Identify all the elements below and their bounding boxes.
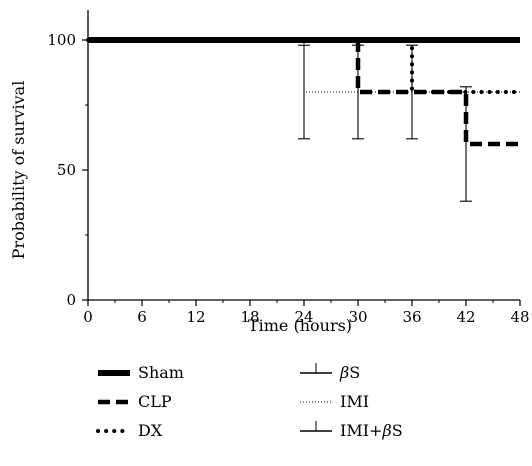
- y-tick-label: 50: [57, 161, 76, 179]
- x-tick-label: 12: [186, 308, 205, 326]
- legend-label-italic: β: [381, 421, 391, 440]
- legend-label: Sham: [138, 363, 184, 382]
- x-tick-label: 42: [456, 308, 475, 326]
- y-axis-label: Probability of survival: [9, 81, 28, 260]
- legend-label: IMI+βS: [340, 421, 403, 440]
- x-tick-label: 48: [510, 308, 529, 326]
- x-tick-label: 0: [83, 308, 93, 326]
- legend-label: βS: [339, 363, 360, 382]
- x-axis-label: Time (hours): [248, 316, 352, 335]
- legend-label-text: S: [392, 421, 403, 440]
- legend-label-text: S: [349, 363, 360, 382]
- legend-label: IMI: [340, 392, 369, 411]
- x-tick-label: 6: [137, 308, 147, 326]
- error-bars: [298, 44, 472, 202]
- x-tick-label: 30: [348, 308, 367, 326]
- legend-label-text: IMI+: [340, 421, 382, 440]
- legend-label: CLP: [138, 392, 172, 411]
- legend-label: DX: [138, 421, 163, 440]
- axes: 0 6 12 18 24 30 36 42 48 0 50 100: [47, 10, 530, 326]
- y-tick-label: 0: [66, 291, 76, 309]
- x-tick-label: 36: [402, 308, 421, 326]
- y-tick-label: 100: [47, 31, 76, 49]
- legend-label-text: IMI: [340, 392, 369, 411]
- x-tick-label: 18: [240, 308, 259, 326]
- x-tick-label: 24: [294, 308, 313, 326]
- legend-label-italic: β: [339, 363, 349, 382]
